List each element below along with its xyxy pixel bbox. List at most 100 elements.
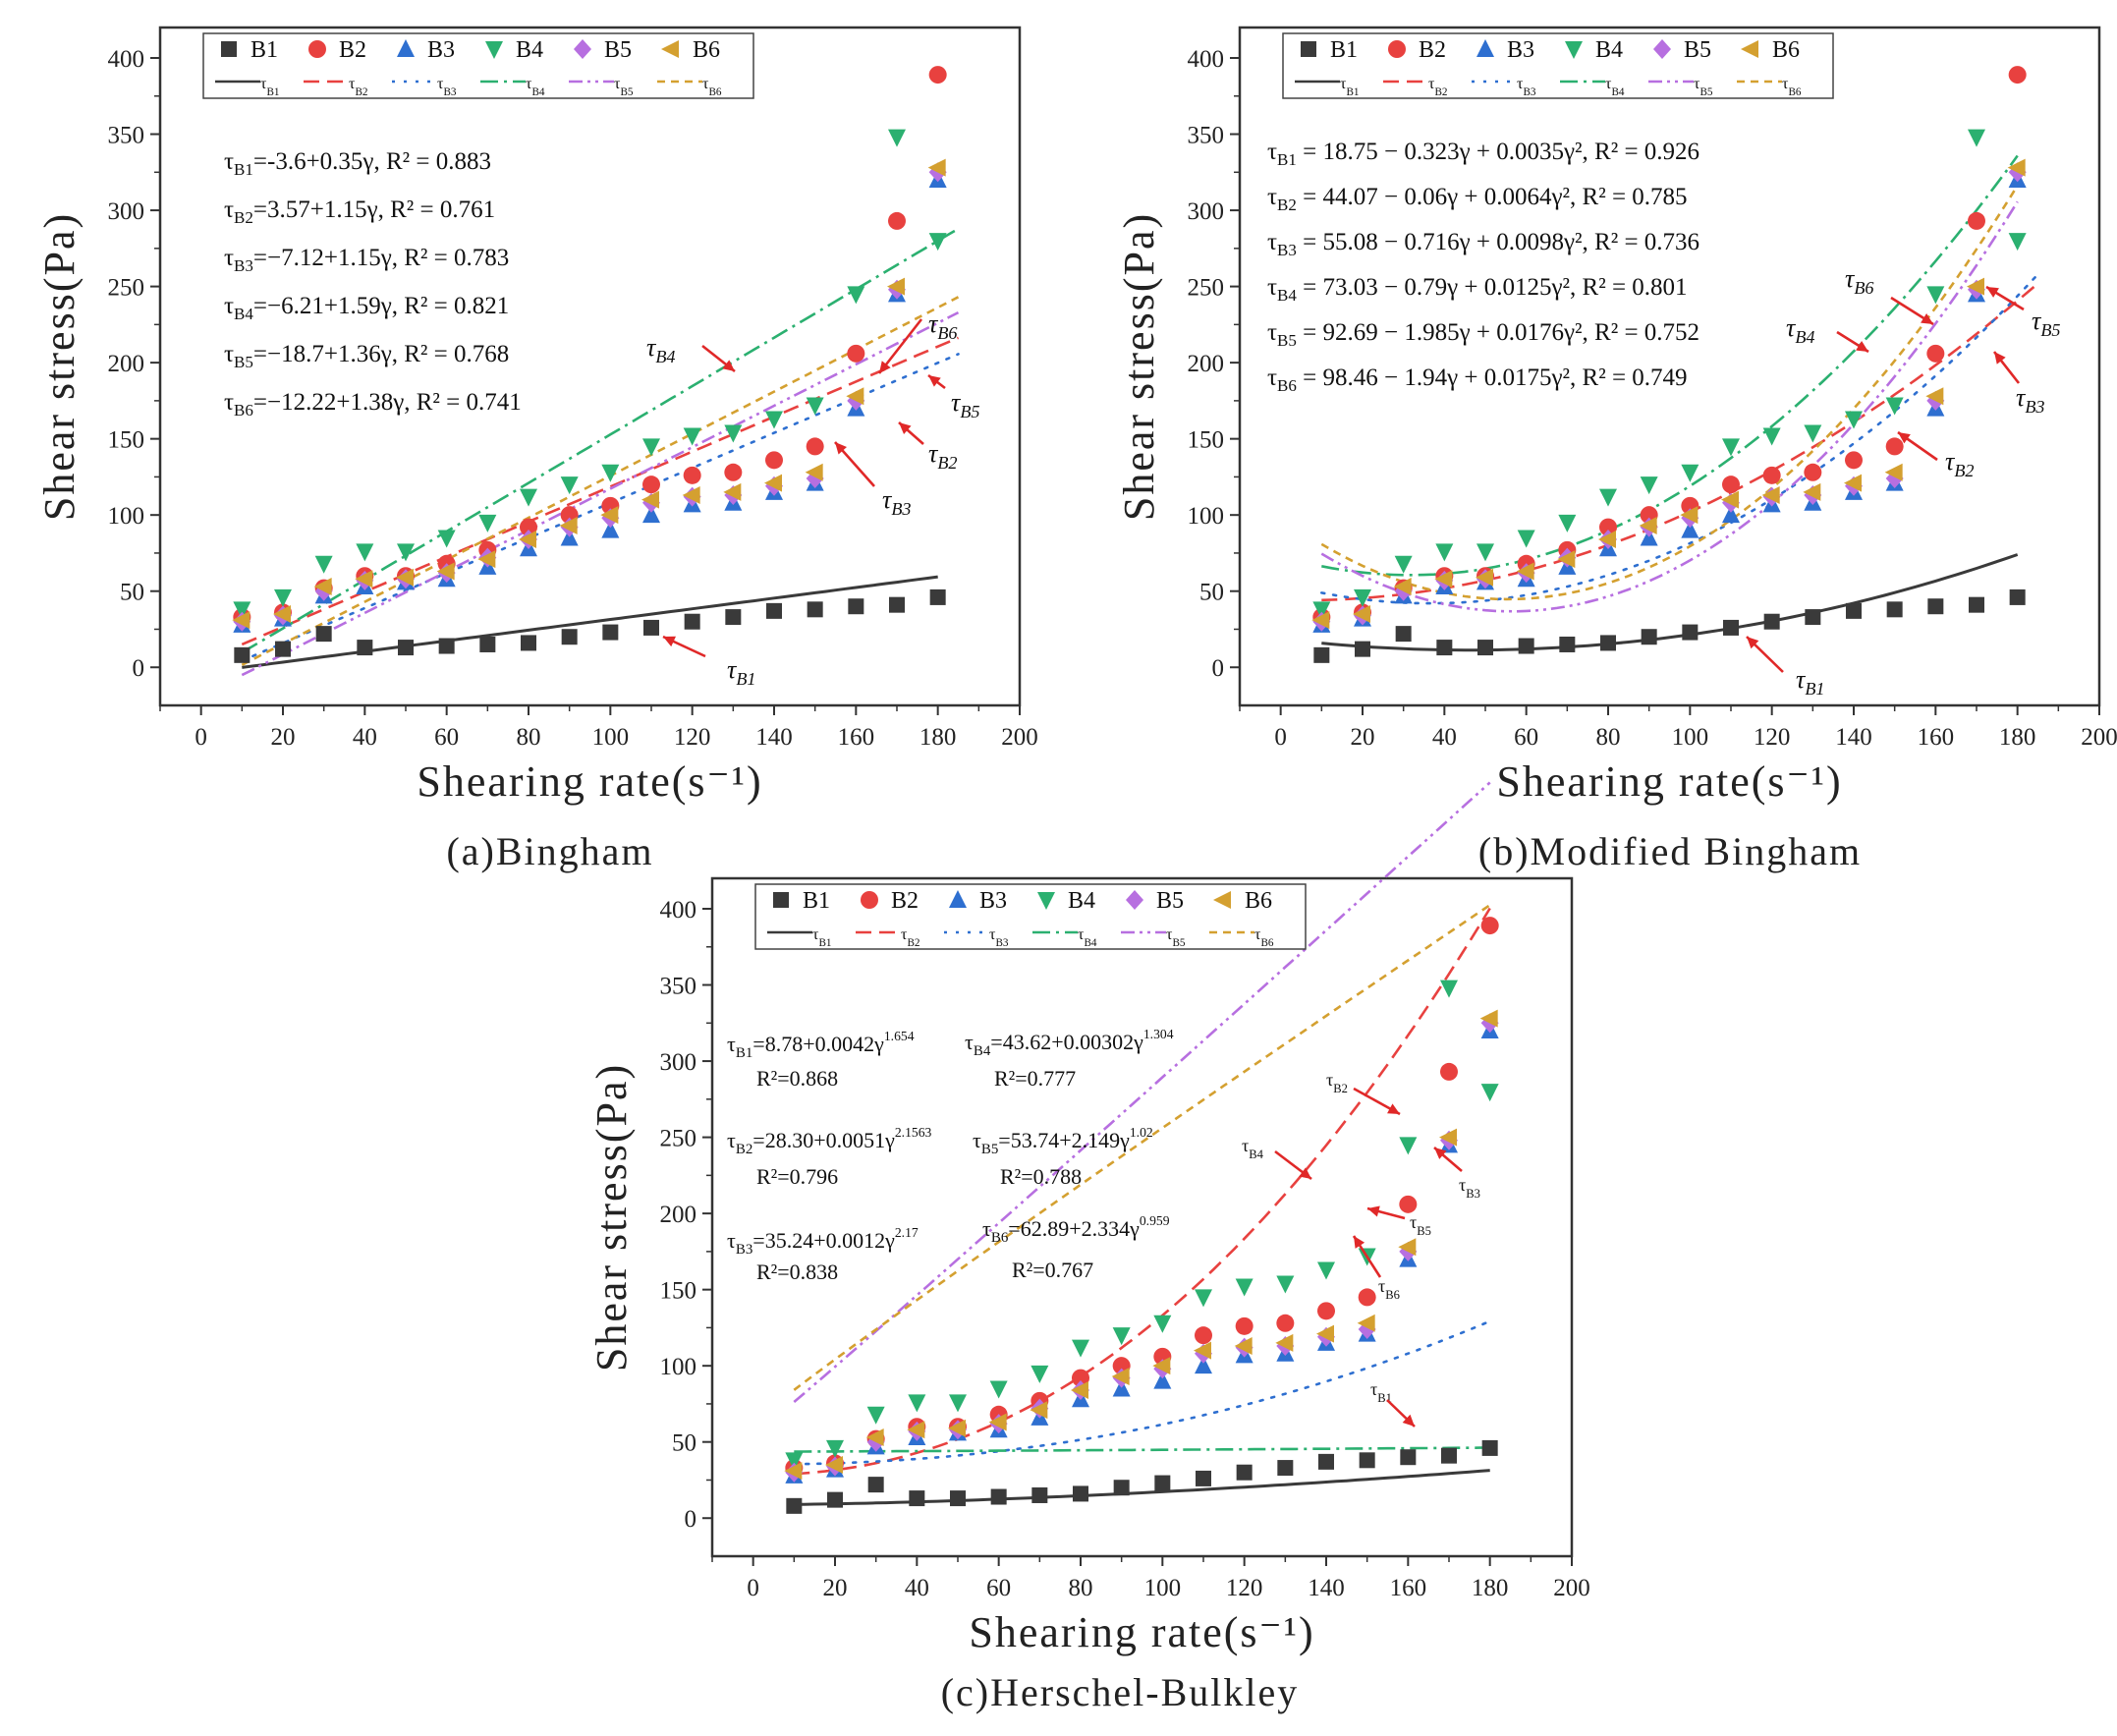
point-b1 xyxy=(357,640,373,656)
point-b1 xyxy=(1846,602,1862,619)
legend-label: B1 xyxy=(803,888,830,914)
legend-label: B6 xyxy=(693,37,720,63)
point-b3 xyxy=(1195,1356,1212,1374)
point-b6 xyxy=(682,486,700,505)
point-b1 xyxy=(1723,619,1739,636)
point-b6 xyxy=(1111,1368,1130,1386)
fit-line-b6 xyxy=(241,296,960,666)
callout-arrowhead xyxy=(835,442,848,455)
legend-marker-b2 xyxy=(861,891,878,909)
point-b2 xyxy=(1195,1326,1212,1345)
y-tick-label: 50 xyxy=(672,1430,696,1457)
point-b4 xyxy=(765,411,783,429)
point-b4 xyxy=(949,1394,967,1413)
point-b3 xyxy=(1681,520,1699,538)
legend-marker-b4 xyxy=(1565,41,1583,59)
point-b4 xyxy=(1804,424,1822,443)
callout-label: τB5 xyxy=(1410,1212,1431,1238)
panel-caption: (c)Herschel-Bulkley xyxy=(941,1670,1300,1714)
point-b2 xyxy=(1235,1316,1253,1335)
y-tick-label: 300 xyxy=(108,198,145,225)
x-tick-label: 60 xyxy=(986,1575,1011,1601)
point-b6 xyxy=(436,562,455,581)
point-b4 xyxy=(1276,1275,1295,1294)
legend-marker-b2 xyxy=(1388,40,1406,58)
x-tick-label: 200 xyxy=(2081,724,2117,751)
point-b1 xyxy=(1196,1470,1211,1486)
legend-box xyxy=(202,32,754,99)
equation-text: τB6=62.89+2.334γ0.959 xyxy=(982,1213,1170,1246)
x-tick-label: 200 xyxy=(1001,724,1038,751)
legend-fit-label: τB1 xyxy=(1340,76,1360,98)
point-b1 xyxy=(1927,598,1944,615)
legend-marker-b2 xyxy=(308,40,326,58)
point-b1 xyxy=(766,602,782,619)
callout-arrowhead xyxy=(1898,432,1911,444)
point-b6 xyxy=(805,463,823,481)
y-tick-label: 150 xyxy=(1188,427,1225,454)
callout-arrowhead xyxy=(879,361,891,373)
point-b1 xyxy=(1436,640,1453,656)
point-b2 xyxy=(724,463,743,481)
point-b2 xyxy=(1968,211,1985,230)
y-tick-label: 100 xyxy=(1188,503,1225,530)
legend-label: B3 xyxy=(427,37,455,63)
legend-label: B6 xyxy=(1245,888,1272,914)
fit-callouts: τB1 τB2 τB3 τB4 τB5 τB6 xyxy=(1746,264,2061,699)
point-b3 xyxy=(1722,505,1740,524)
x-tick-label: 40 xyxy=(353,724,377,751)
equation-text: τB2=3.57+1.15γ, R² = 0.761 xyxy=(224,196,495,227)
point-b4 xyxy=(1640,476,1658,495)
legend-fit-label: τB5 xyxy=(1694,76,1713,98)
x-axis-ticks: 0 20 40 60 80 100 120 140 160 180 200 xyxy=(159,705,1038,751)
equation-r2: R²=0.796 xyxy=(756,1164,838,1189)
point-b4 xyxy=(1968,129,1985,147)
legend-label: B5 xyxy=(604,37,632,63)
legend-marker-b4 xyxy=(485,41,503,59)
point-b6 xyxy=(1598,530,1616,548)
point-b6 xyxy=(641,490,659,509)
point-b6 xyxy=(1516,562,1534,581)
point-b6 xyxy=(519,530,536,548)
panel-caption: (a)Bingham xyxy=(446,829,653,873)
point-b1 xyxy=(1805,609,1821,626)
point-b2 xyxy=(1276,1314,1295,1332)
point-b1 xyxy=(909,1490,925,1507)
point-b6 xyxy=(2007,158,2026,177)
point-b1 xyxy=(1355,641,1370,657)
legend-fit-label: τB6 xyxy=(1782,76,1802,98)
point-b2 xyxy=(520,518,537,536)
point-b6 xyxy=(927,158,946,177)
legend-marker-b1 xyxy=(1301,41,1316,57)
x-tick-label: 180 xyxy=(1999,724,2036,751)
point-b2 xyxy=(765,451,783,470)
x-tick-label: 20 xyxy=(271,724,296,751)
callout-label: τB1 xyxy=(727,655,756,689)
plot-frame xyxy=(1238,26,2101,707)
x-tick-label: 140 xyxy=(755,724,793,751)
fit-equations: τB1=8.78+0.0042γ1.654 R²=0.868 τB2=28.30+0… xyxy=(727,1027,1174,1284)
legend-label: B3 xyxy=(1507,37,1534,63)
fit-line-b2 xyxy=(241,336,960,646)
x-axis-ticks: 0 20 40 60 80 100 120 140 160 180 200 xyxy=(1239,705,2117,751)
point-b2 xyxy=(1317,1302,1335,1320)
callout-arrowhead xyxy=(899,422,912,434)
point-b4 xyxy=(1480,1084,1499,1102)
point-b6 xyxy=(1439,1128,1457,1147)
point-b6 xyxy=(1721,490,1739,509)
x-tick-label: 100 xyxy=(592,724,630,751)
fit-line-b5 xyxy=(793,781,1491,1403)
x-tick-label: 180 xyxy=(919,724,957,751)
point-b6 xyxy=(887,277,905,296)
x-tick-label: 80 xyxy=(517,724,541,751)
x-tick-label: 100 xyxy=(1672,724,1709,751)
y-tick-label: 400 xyxy=(108,46,145,73)
point-b1 xyxy=(725,609,742,626)
point-b4 xyxy=(397,543,415,562)
legend-box xyxy=(1282,32,1834,99)
point-b1 xyxy=(1477,640,1493,656)
callout-label: τB4 xyxy=(646,333,676,366)
point-b6 xyxy=(1639,517,1657,535)
point-b4 xyxy=(1394,555,1413,574)
